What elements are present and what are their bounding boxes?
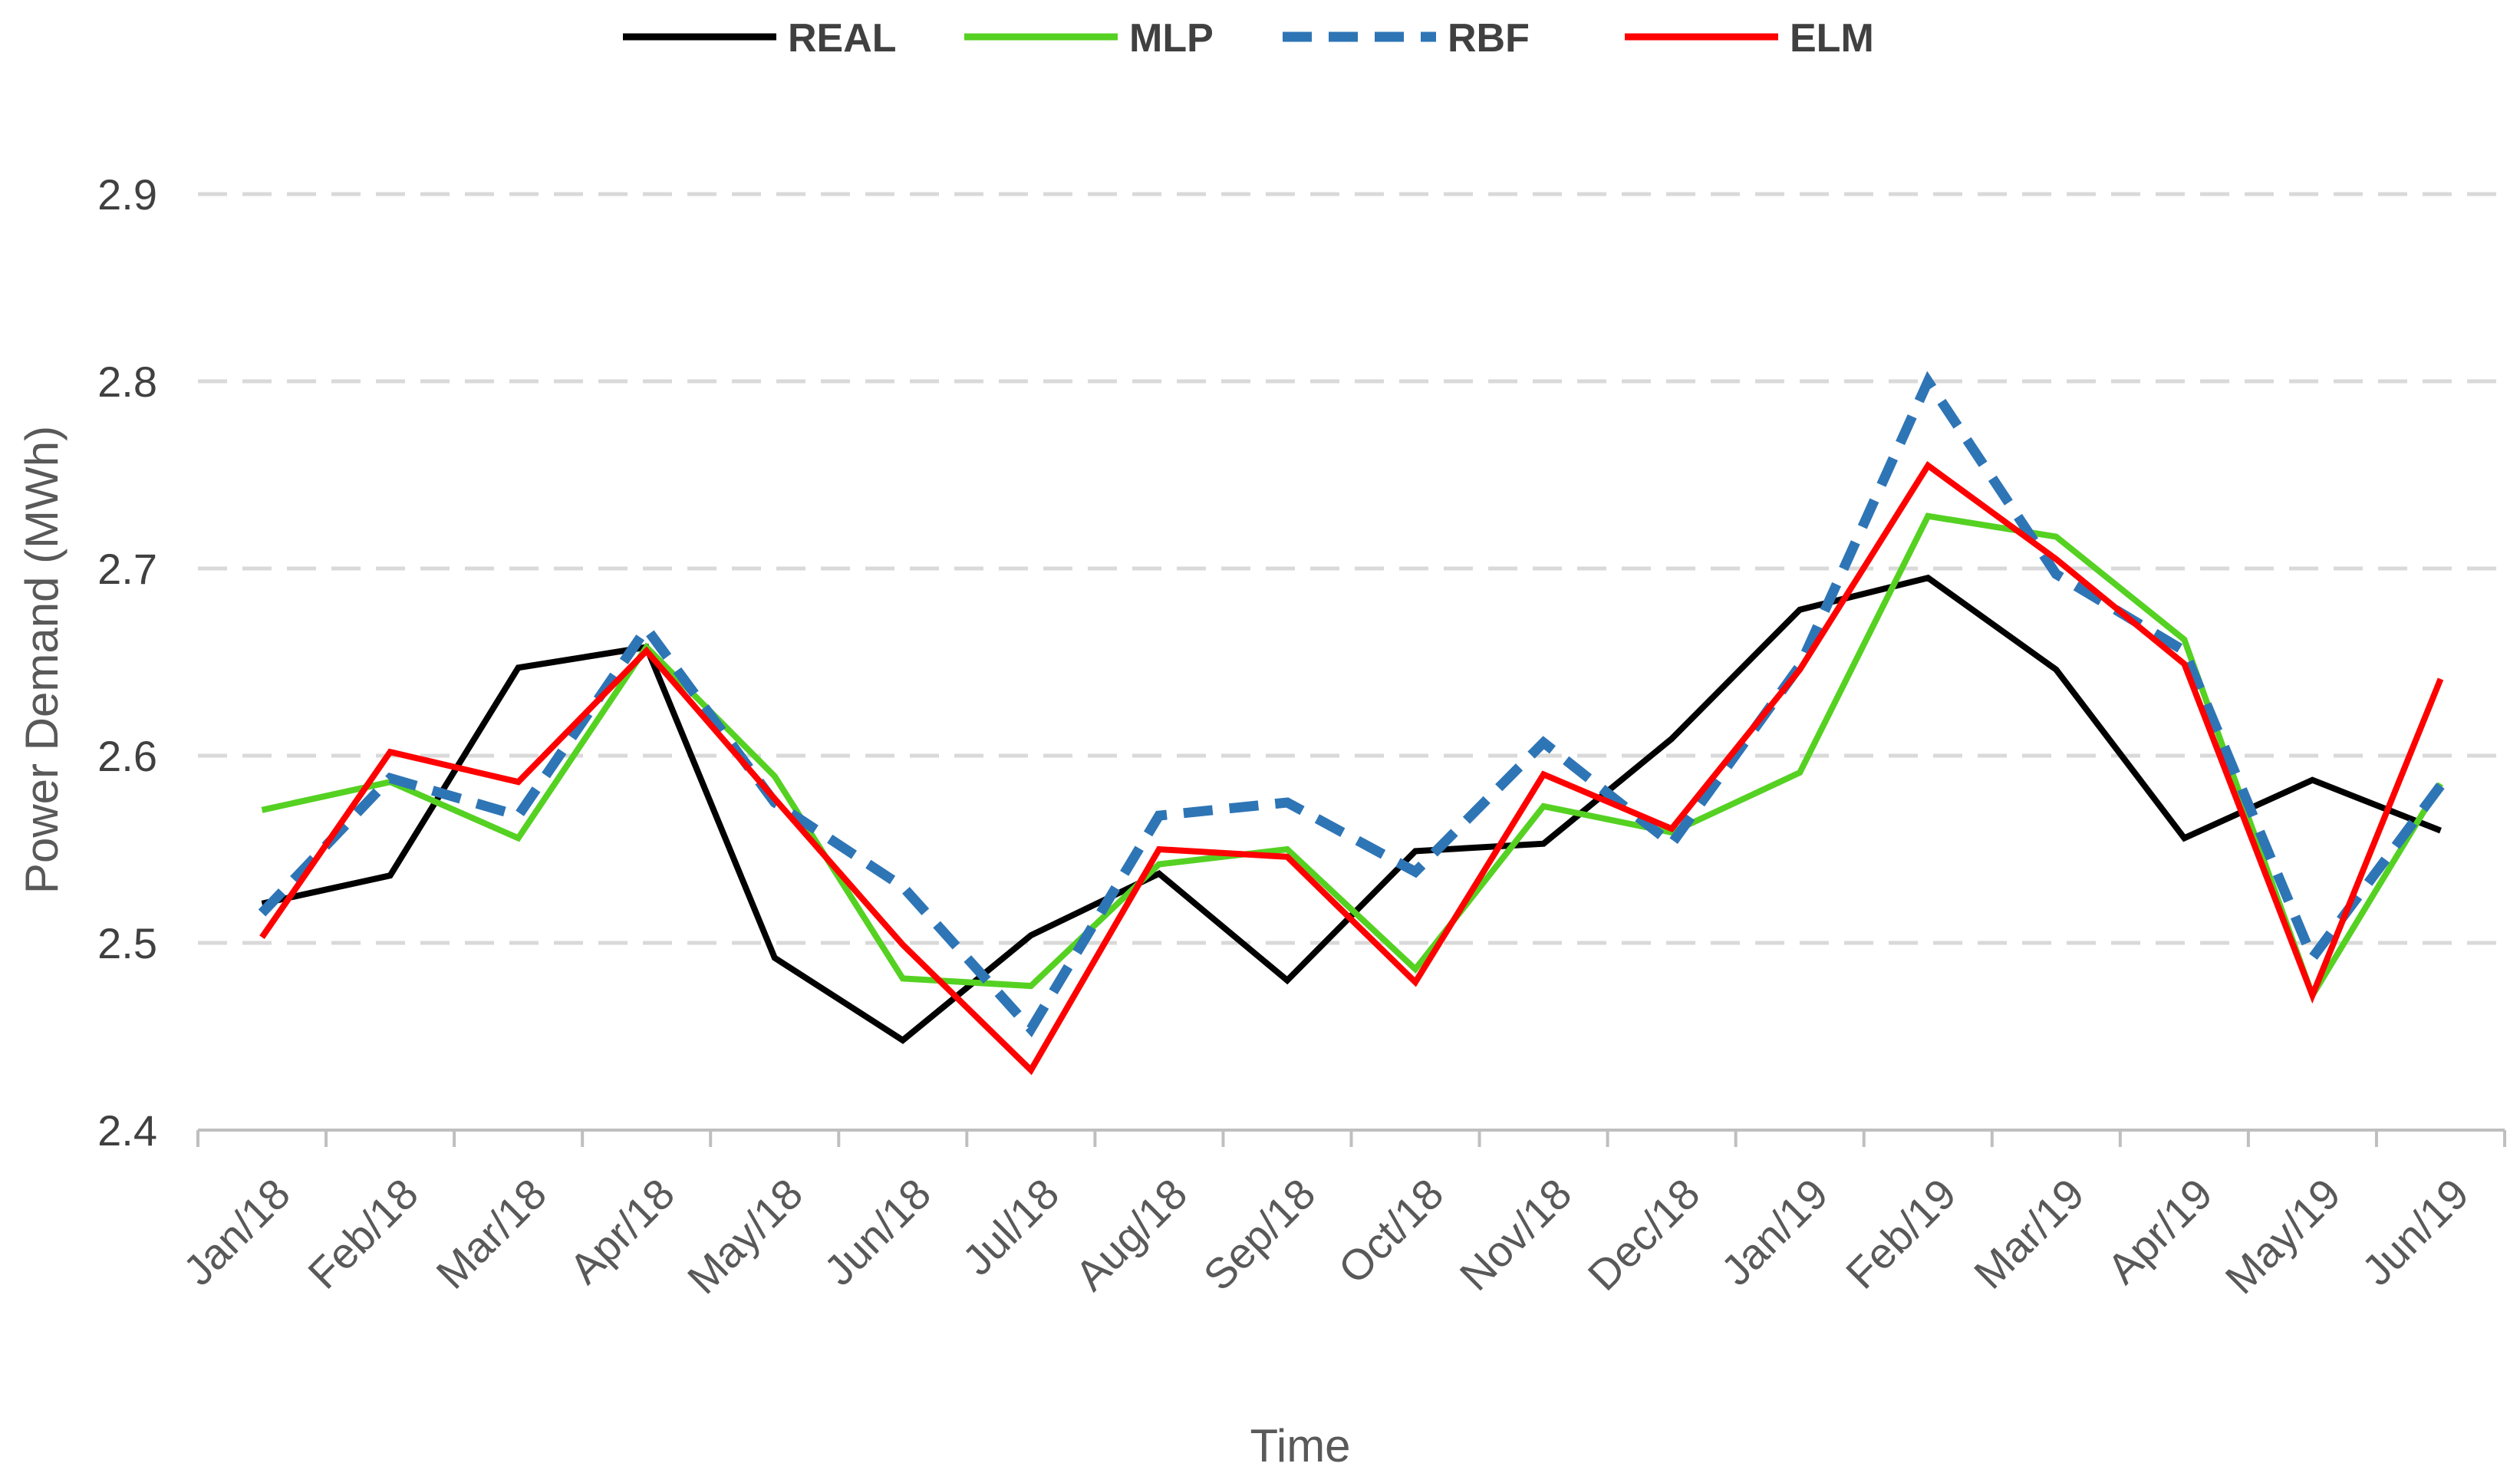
x-tick-label: Apr/18 [560, 1169, 684, 1293]
legend: REAL MLP RBF ELM [623, 16, 1874, 61]
x-tick-label: Oct/18 [1329, 1169, 1452, 1293]
series-line-elm [259, 461, 2444, 1076]
x-tick-label: Sep/18 [1194, 1169, 1324, 1300]
x-tick-label: Apr/19 [2098, 1169, 2222, 1293]
y-tick-label: 2.9 [97, 170, 157, 219]
x-tick-label: Mar/19 [1965, 1169, 2093, 1298]
x-tick-label: Jan/18 [174, 1169, 299, 1294]
y-tick-label: 2.4 [97, 1106, 157, 1155]
x-tick-label: Dec/18 [1579, 1169, 1709, 1300]
legend-label-rbf: RBF [1448, 16, 1530, 61]
y-axis-ticks: 2.4 2.5 2.6 2.7 2.8 2.9 [97, 170, 157, 1155]
x-tick-label: May/18 [678, 1169, 812, 1303]
x-tick-label: May/19 [2216, 1169, 2350, 1303]
x-tick-label: Jan/19 [1711, 1169, 1836, 1294]
legend-label-elm: ELM [1790, 16, 1874, 61]
x-tick-label: Jul/18 [953, 1169, 1068, 1284]
series-lines [258, 371, 2445, 1076]
series-line-real [261, 574, 2442, 1044]
x-tick-label: Mar/18 [427, 1169, 555, 1298]
x-tick-label: Jun/19 [2353, 1169, 2478, 1294]
x-tick-label: Feb/18 [298, 1169, 427, 1298]
y-tick-label: 2.8 [97, 358, 157, 406]
x-tick-label: Aug/18 [1066, 1169, 1196, 1300]
y-tick-label: 2.5 [97, 919, 157, 967]
y-tick-label: 2.7 [97, 545, 157, 593]
legend-label-real: REAL [788, 16, 897, 61]
legend-label-mlp: MLP [1129, 16, 1214, 61]
x-tick-label: Jun/18 [815, 1169, 940, 1294]
y-tick-label: 2.6 [97, 732, 157, 780]
series-line-mlp [261, 512, 2443, 1003]
gridlines [198, 192, 2505, 945]
x-axis-title: Time [1250, 1420, 1350, 1471]
x-tick-label: Feb/19 [1836, 1169, 1965, 1298]
x-tick-label: Nov/18 [1451, 1169, 1581, 1300]
y-axis-title: Power Demand (MWh) [16, 426, 68, 894]
series-line-rbf [258, 371, 2445, 1038]
